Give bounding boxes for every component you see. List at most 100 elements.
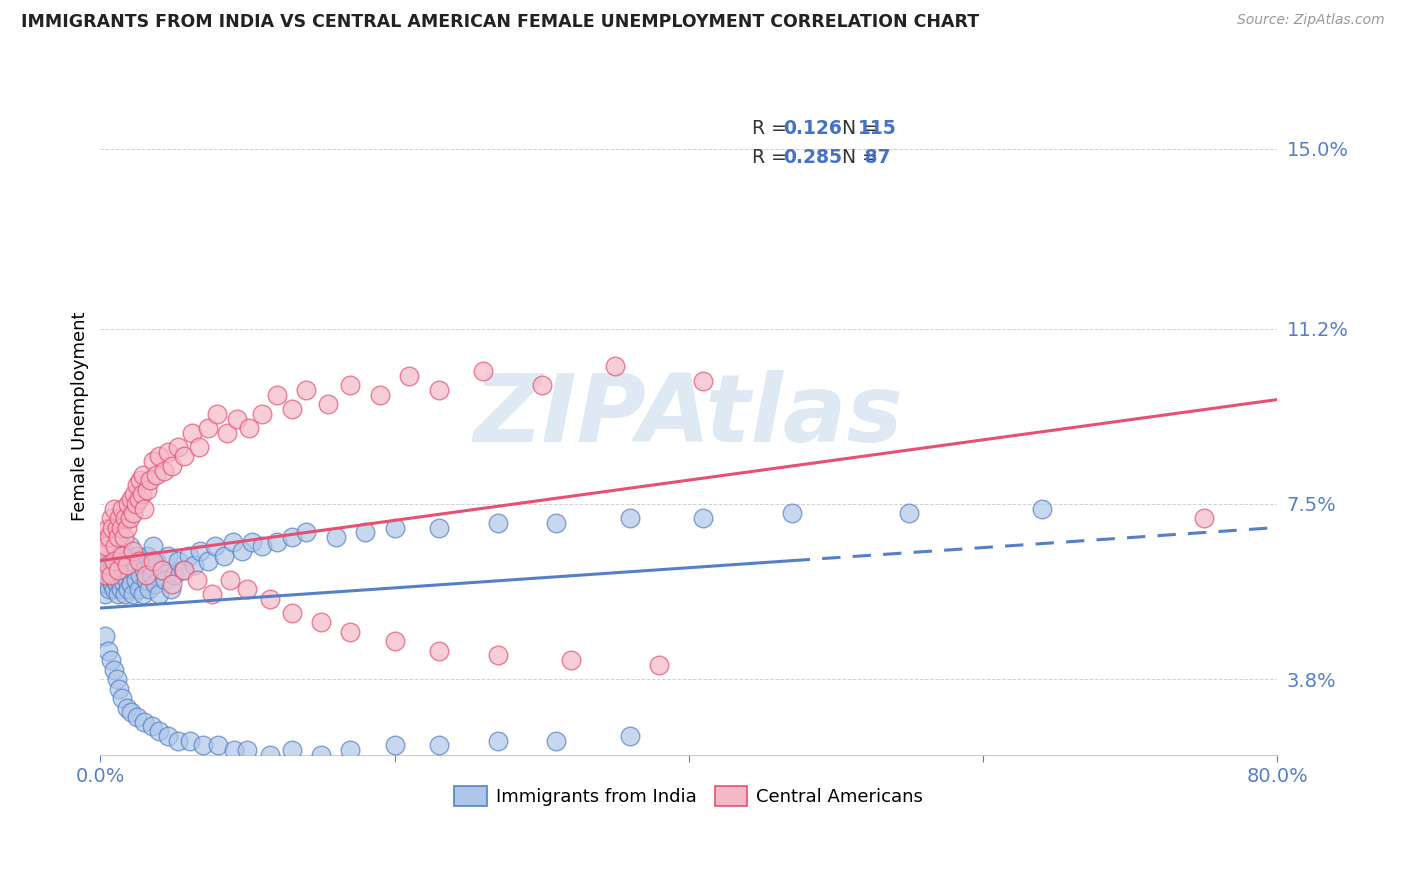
Point	[619, 729, 641, 743]
Point	[226, 411, 249, 425]
Point	[111, 540, 134, 554]
Point	[121, 506, 143, 520]
Point	[325, 530, 347, 544]
Text: R =: R =	[752, 120, 793, 138]
Point	[160, 582, 183, 596]
Point	[222, 534, 245, 549]
Point	[122, 563, 145, 577]
Point	[103, 554, 125, 568]
Point	[94, 587, 117, 601]
Point	[266, 534, 288, 549]
Point	[780, 506, 803, 520]
Point	[91, 544, 114, 558]
Legend: Immigrants from India, Central Americans: Immigrants from India, Central Americans	[447, 779, 931, 814]
Point	[148, 450, 170, 464]
Point	[129, 567, 152, 582]
Point	[101, 520, 124, 534]
Point	[100, 549, 122, 563]
Point	[167, 440, 190, 454]
Y-axis label: Female Unemployment: Female Unemployment	[72, 311, 89, 521]
Point	[107, 563, 129, 577]
Point	[94, 630, 117, 644]
Point	[156, 549, 179, 563]
Point	[105, 520, 128, 534]
Point	[240, 534, 263, 549]
Point	[131, 554, 153, 568]
Point	[384, 520, 406, 534]
Point	[94, 567, 117, 582]
Point	[114, 587, 136, 601]
Point	[339, 743, 361, 757]
Point	[100, 653, 122, 667]
Point	[117, 558, 139, 573]
Point	[115, 558, 138, 573]
Point	[173, 563, 195, 577]
Point	[129, 473, 152, 487]
Point	[105, 554, 128, 568]
Point	[250, 407, 273, 421]
Point	[692, 374, 714, 388]
Point	[103, 563, 125, 577]
Point	[201, 587, 224, 601]
Point	[97, 554, 120, 568]
Point	[136, 549, 159, 563]
Point	[605, 359, 627, 374]
Point	[132, 468, 155, 483]
Point	[530, 378, 553, 392]
Point	[97, 558, 120, 573]
Point	[107, 530, 129, 544]
Point	[179, 733, 201, 747]
Point	[180, 425, 202, 440]
Point	[115, 549, 138, 563]
Point	[108, 549, 131, 563]
Point	[1192, 511, 1215, 525]
Point	[114, 563, 136, 577]
Point	[167, 733, 190, 747]
Point	[398, 368, 420, 383]
Point	[142, 454, 165, 468]
Point	[295, 383, 318, 397]
Text: R =: R =	[752, 148, 793, 167]
Point	[120, 706, 142, 720]
Point	[139, 473, 162, 487]
Point	[148, 587, 170, 601]
Point	[124, 573, 146, 587]
Point	[1031, 501, 1053, 516]
Point	[104, 573, 127, 587]
Point	[136, 483, 159, 497]
Point	[103, 501, 125, 516]
Point	[339, 378, 361, 392]
Point	[156, 444, 179, 458]
Point	[103, 582, 125, 596]
Point	[110, 582, 132, 596]
Point	[112, 577, 135, 591]
Point	[114, 511, 136, 525]
Text: ZIPAtlas: ZIPAtlas	[474, 370, 904, 462]
Point	[111, 567, 134, 582]
Point	[280, 402, 302, 417]
Point	[204, 540, 226, 554]
Point	[259, 747, 281, 762]
Point	[96, 540, 118, 554]
Point	[150, 563, 173, 577]
Point	[118, 540, 141, 554]
Point	[238, 421, 260, 435]
Point	[108, 511, 131, 525]
Point	[384, 634, 406, 648]
Point	[127, 710, 149, 724]
Point	[546, 733, 568, 747]
Point	[148, 724, 170, 739]
Point	[101, 558, 124, 573]
Point	[115, 520, 138, 534]
Point	[105, 577, 128, 591]
Point	[692, 511, 714, 525]
Text: 115: 115	[858, 120, 897, 138]
Point	[112, 530, 135, 544]
Point	[112, 554, 135, 568]
Point	[121, 544, 143, 558]
Point	[427, 520, 450, 534]
Point	[162, 577, 184, 591]
Point	[134, 563, 156, 577]
Point	[177, 549, 200, 563]
Point	[187, 440, 209, 454]
